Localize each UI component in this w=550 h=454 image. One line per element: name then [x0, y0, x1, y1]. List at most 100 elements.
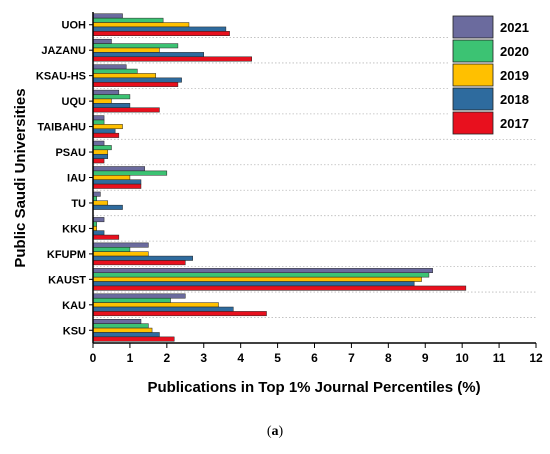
bar-ksu-2021	[92, 319, 142, 324]
bar-uoh-2018	[92, 26, 227, 32]
bar-ksu-2017	[92, 336, 175, 342]
bar-taibahu-2021	[92, 115, 105, 121]
x-tick-label: 2	[163, 351, 170, 365]
legend-swatch-2019	[452, 63, 494, 87]
bar-iau-2020	[92, 170, 168, 176]
bar-uqu-2021	[92, 89, 120, 95]
bar-kaust-2017	[92, 285, 467, 291]
bar-jazanu-2021	[92, 38, 112, 44]
bar-ksau-hs-2019	[92, 73, 157, 79]
category-label-uoh: UOH	[62, 20, 87, 32]
legend-swatch-2017	[452, 111, 494, 135]
bar-uoh-2019	[92, 22, 190, 28]
bar-ksu-2018	[92, 332, 160, 338]
bar-kau-2017	[92, 311, 267, 317]
caption-close: )	[278, 424, 284, 439]
bar-iau-2021	[92, 166, 145, 172]
legend-label-2018: 2018	[500, 92, 529, 107]
x-tick-label: 6	[311, 351, 318, 365]
x-tick-label: 0	[90, 351, 97, 365]
bar-kku-2018	[92, 230, 105, 236]
category-label-tu: TU	[71, 198, 86, 210]
bar-chart: 0 1 2 3 4 5 6 7 8 9 10 11 12 UOHJAZANUKSAU-HSUQUTAIB…	[12, 12, 543, 396]
bar-psau-2021	[92, 140, 105, 146]
bar-uoh-2017	[92, 31, 230, 36]
bar-tu-2019	[92, 200, 109, 206]
legend-label-2017: 2017	[500, 116, 529, 131]
category-label-kku: KKU	[62, 223, 86, 235]
bar-psau-2019	[92, 149, 109, 155]
bar-kau-2019	[92, 302, 219, 308]
category-label-kaust: KAUST	[48, 274, 86, 286]
legend-label-2021: 2021	[500, 20, 529, 35]
bar-kaust-2020	[92, 272, 430, 278]
bar-tu-2021	[92, 191, 101, 197]
bar-iau-2019	[92, 175, 131, 180]
x-axis-title: Publications in Top 1% Journal Percentil…	[147, 379, 480, 396]
bar-kau-2021	[92, 293, 186, 299]
category-label-taibahu: TAIBAHU	[37, 122, 86, 134]
x-tick-label: 12	[529, 351, 543, 365]
x-tick-label: 5	[274, 351, 281, 365]
bar-kaust-2018	[92, 281, 415, 287]
bar-taibahu-2017	[92, 132, 120, 138]
caption-open: (	[266, 424, 272, 439]
grid-lines	[93, 37, 536, 318]
category-label-kau: KAU	[62, 300, 86, 312]
bar-uqu-2019	[92, 98, 112, 104]
bar-jazanu-2018	[92, 52, 204, 58]
y-category-labels: UOH JAZANU KSAU-HS UQU TAIBAHU PSAU IAU TU KKU KF…	[36, 20, 93, 337]
bar-ksau-hs-2020	[92, 68, 138, 74]
bar-ksu-2019	[92, 327, 153, 333]
category-label-psau: PSAU	[55, 147, 86, 159]
bar-psau-2017	[92, 158, 105, 164]
bar-uqu-2017	[92, 107, 160, 113]
bar-kaust-2019	[92, 276, 422, 282]
bars	[92, 13, 467, 342]
bar-kfupm-2017	[92, 260, 186, 266]
bar-kfupm-2018	[92, 255, 193, 261]
legend-swatch-2020	[452, 39, 494, 63]
bar-iau-2017	[92, 183, 142, 189]
x-tick-label: 10	[455, 351, 469, 365]
category-label-iau: IAU	[67, 173, 86, 185]
bar-kfupm-2020	[92, 247, 131, 252]
bar-kfupm-2021	[92, 242, 149, 248]
bar-taibahu-2019	[92, 124, 123, 130]
bar-ksu-2020	[92, 323, 149, 329]
bar-taibahu-2018	[92, 128, 116, 134]
figure-caption: (a)	[0, 424, 550, 440]
bar-kau-2020	[92, 297, 171, 303]
bar-kfupm-2019	[92, 251, 149, 257]
x-tick-label: 7	[348, 351, 355, 365]
y-axis-title: Public Saudi Universities	[12, 88, 29, 267]
bar-kku-2021	[92, 217, 105, 223]
bar-kau-2018	[92, 306, 234, 312]
bar-taibahu-2020	[92, 119, 105, 125]
x-tick-label: 9	[422, 351, 429, 365]
bar-uoh-2020	[92, 17, 164, 23]
caption-letter: a	[271, 424, 279, 439]
x-tick-label: 11	[493, 351, 506, 365]
x-tick-label: 3	[200, 351, 207, 365]
category-label-kfupm: KFUPM	[47, 249, 86, 261]
x-tick-label: 8	[385, 351, 392, 365]
bar-tu-2018	[92, 204, 123, 210]
category-label-ksau-hs: KSAU-HS	[36, 71, 86, 83]
bar-iau-2018	[92, 179, 142, 185]
bar-uoh-2021	[92, 13, 123, 19]
bar-jazanu-2020	[92, 43, 179, 49]
bar-ksau-hs-2017	[92, 82, 179, 87]
bar-psau-2020	[92, 145, 112, 151]
legend-label-2019: 2019	[500, 68, 529, 83]
legend-swatch-2018	[452, 87, 494, 111]
legend-swatch-2021	[452, 15, 494, 39]
category-label-ksu: KSU	[63, 325, 86, 337]
x-tick-label: 1	[127, 351, 134, 365]
bar-ksau-hs-2021	[92, 64, 127, 70]
bar-kku-2017	[92, 234, 120, 240]
bar-ksau-hs-2018	[92, 77, 182, 83]
category-label-uqu: UQU	[62, 96, 87, 108]
bar-psau-2018	[92, 153, 109, 159]
legend-label-2020: 2020	[500, 44, 529, 59]
